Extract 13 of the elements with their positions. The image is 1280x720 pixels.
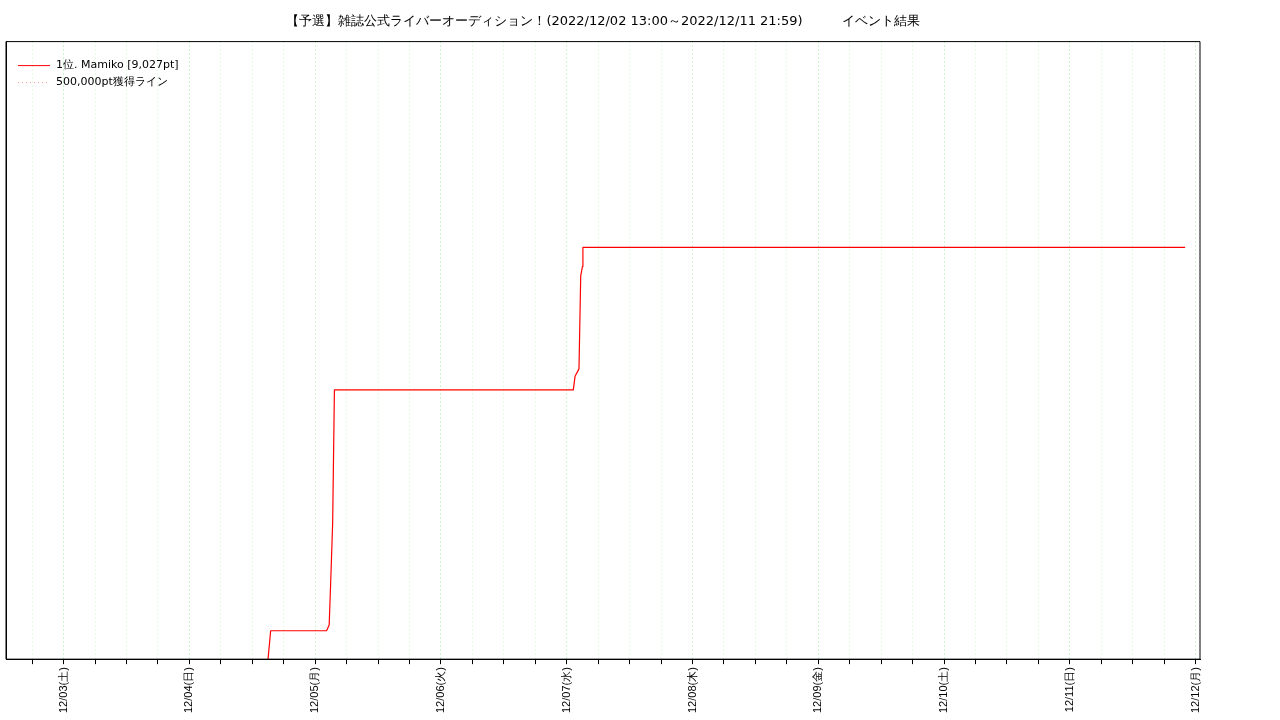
x-tick-label: 12/11(日) — [1062, 667, 1075, 713]
x-tick-label: 12/12(月) — [1188, 667, 1201, 714]
x-tick-label: 12/04(日) — [182, 667, 195, 714]
x-tick-label: 12/07(水) — [559, 667, 572, 714]
x-tick-label: 12/09(金) — [811, 667, 824, 714]
legend-label: 1位. Mamiko [9,027pt] — [56, 58, 179, 72]
legend-label: 500,000pt獲得ライン — [56, 75, 168, 89]
x-tick-label: 12/06(火) — [434, 667, 447, 714]
x-tick-label: 12/05(月) — [308, 667, 321, 714]
chart-title: 【予選】雑誌公式ライバーオーディション！(2022/12/02 13:00～2022/12/11 21:59) イベント結果 — [286, 13, 920, 29]
x-tick-label: 12/10(土) — [937, 667, 950, 714]
x-tick-label: 12/03(土) — [56, 667, 69, 714]
x-tick-label: 12/08(木) — [685, 667, 698, 714]
